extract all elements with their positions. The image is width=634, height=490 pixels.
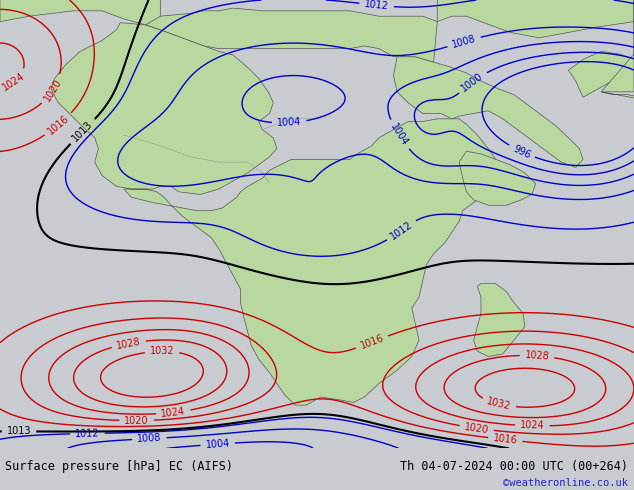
Text: 1004: 1004 [388,122,410,148]
Text: 1016: 1016 [493,433,518,446]
Text: 1028: 1028 [524,350,550,362]
Text: 1004: 1004 [205,439,230,450]
Text: 1020: 1020 [464,421,489,435]
Text: 1020: 1020 [124,416,149,426]
Text: 1024: 1024 [160,406,186,419]
Polygon shape [474,284,525,357]
Text: 1032: 1032 [150,346,174,356]
Text: 1024: 1024 [520,420,545,431]
Text: 1012: 1012 [364,0,389,11]
Text: 1012: 1012 [389,219,415,242]
Polygon shape [146,8,437,62]
Polygon shape [601,0,634,92]
Polygon shape [569,51,634,97]
Text: 1016: 1016 [359,333,385,351]
Text: 1008: 1008 [451,34,477,50]
Text: 1024: 1024 [1,71,27,93]
Text: Surface pressure [hPa] EC (AIFS): Surface pressure [hPa] EC (AIFS) [5,460,233,473]
Text: 1013: 1013 [70,119,95,144]
Text: 996: 996 [511,143,532,160]
Text: 1012: 1012 [75,428,100,439]
Polygon shape [0,0,160,30]
Polygon shape [394,30,426,57]
Polygon shape [437,0,634,38]
Text: 1016: 1016 [46,113,71,136]
Text: 1000: 1000 [460,71,485,94]
Text: 1013: 1013 [7,426,31,437]
Polygon shape [51,23,503,405]
Text: Th 04-07-2024 00:00 UTC (00+264): Th 04-07-2024 00:00 UTC (00+264) [399,460,628,473]
Text: 1020: 1020 [42,77,64,103]
Polygon shape [601,92,634,170]
Text: 1004: 1004 [276,117,302,128]
Polygon shape [459,151,536,205]
Text: 1028: 1028 [115,336,142,351]
Text: 1008: 1008 [137,433,162,444]
Text: 1032: 1032 [486,396,512,412]
Text: ©weatheronline.co.uk: ©weatheronline.co.uk [503,478,628,488]
Polygon shape [394,57,583,168]
